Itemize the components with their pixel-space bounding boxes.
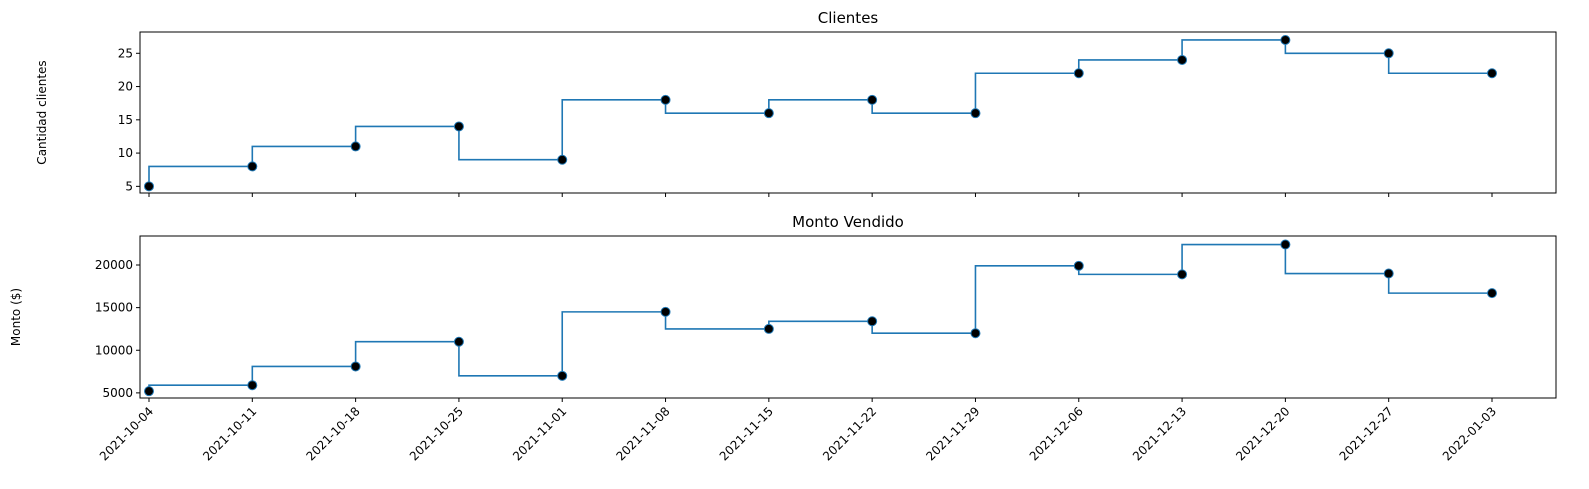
data-point [247,161,258,172]
y-tick-label: 25 [118,46,133,60]
x-tick-label: 2022-01-03 [1440,404,1499,463]
chart-title: Clientes [818,9,879,27]
x-tick-label: 2021-12-27 [1337,404,1396,463]
data-point [350,361,361,372]
panel-2: Monto Vendido Monto ($) 5000 10000 15000 2000… [9,213,1557,463]
x-tick-label: 2021-10-25 [407,404,466,463]
x-tick-label: 2021-12-13 [1130,404,1189,463]
data-point [1487,68,1497,79]
data-point [247,380,258,391]
data-point [144,181,154,192]
data-point [557,370,568,381]
data-point [1177,54,1188,65]
data-point [350,141,361,152]
data-point [144,386,154,397]
y-tick-label: 10000 [95,343,133,357]
x-tick-label: 2021-11-29 [923,404,982,463]
x-tick-label: 2021-10-11 [200,404,259,463]
y-tick-label: 20 [118,80,133,94]
y-tick-label: 5 [125,179,133,193]
y-tick-label: 15 [118,113,133,127]
y-axis-label: Monto ($) [9,288,23,346]
x-tick-label: 2021-12-06 [1027,404,1086,463]
data-point [867,316,878,327]
data-point [1383,48,1394,59]
data-point [453,121,464,132]
data-point [1280,34,1291,45]
data-point [763,323,774,334]
x-tick-label: 2021-11-15 [717,404,776,463]
data-point [1280,239,1291,250]
data-point [1487,288,1497,299]
panel-1: Clientes Cantidad clientes 5 10 15 20 25 [35,9,1557,197]
x-tick-label: 2021-10-18 [304,404,363,463]
data-point [660,306,671,317]
y-tick-label: 15000 [95,301,133,315]
data-point [1073,68,1084,79]
data-point [453,336,464,347]
y-tick-label: 10 [118,146,133,160]
y-tick-label: 20000 [95,258,133,272]
data-point [970,108,981,119]
axes-frame [139,31,1557,194]
y-tick-label: 5000 [102,386,133,400]
data-point [1073,260,1084,271]
y-axis-label: Cantidad clientes [35,60,49,164]
data-point [660,94,671,105]
chart-title: Monto Vendido [792,213,904,231]
series-line [148,243,1492,392]
data-point [970,328,981,339]
data-point [867,94,878,105]
x-tick-label: 2021-11-08 [613,404,672,463]
axes-frame [139,235,1557,399]
data-point [1177,269,1188,280]
data-point [1383,268,1394,279]
x-tick-label: 2021-11-22 [820,404,879,463]
x-tick-label: 2021-10-04 [97,404,156,463]
x-tick-label: 2021-11-01 [510,404,569,463]
data-point [763,108,774,119]
data-point [557,154,568,165]
series-line [148,39,1492,187]
x-tick-label: 2021-12-20 [1233,404,1292,463]
